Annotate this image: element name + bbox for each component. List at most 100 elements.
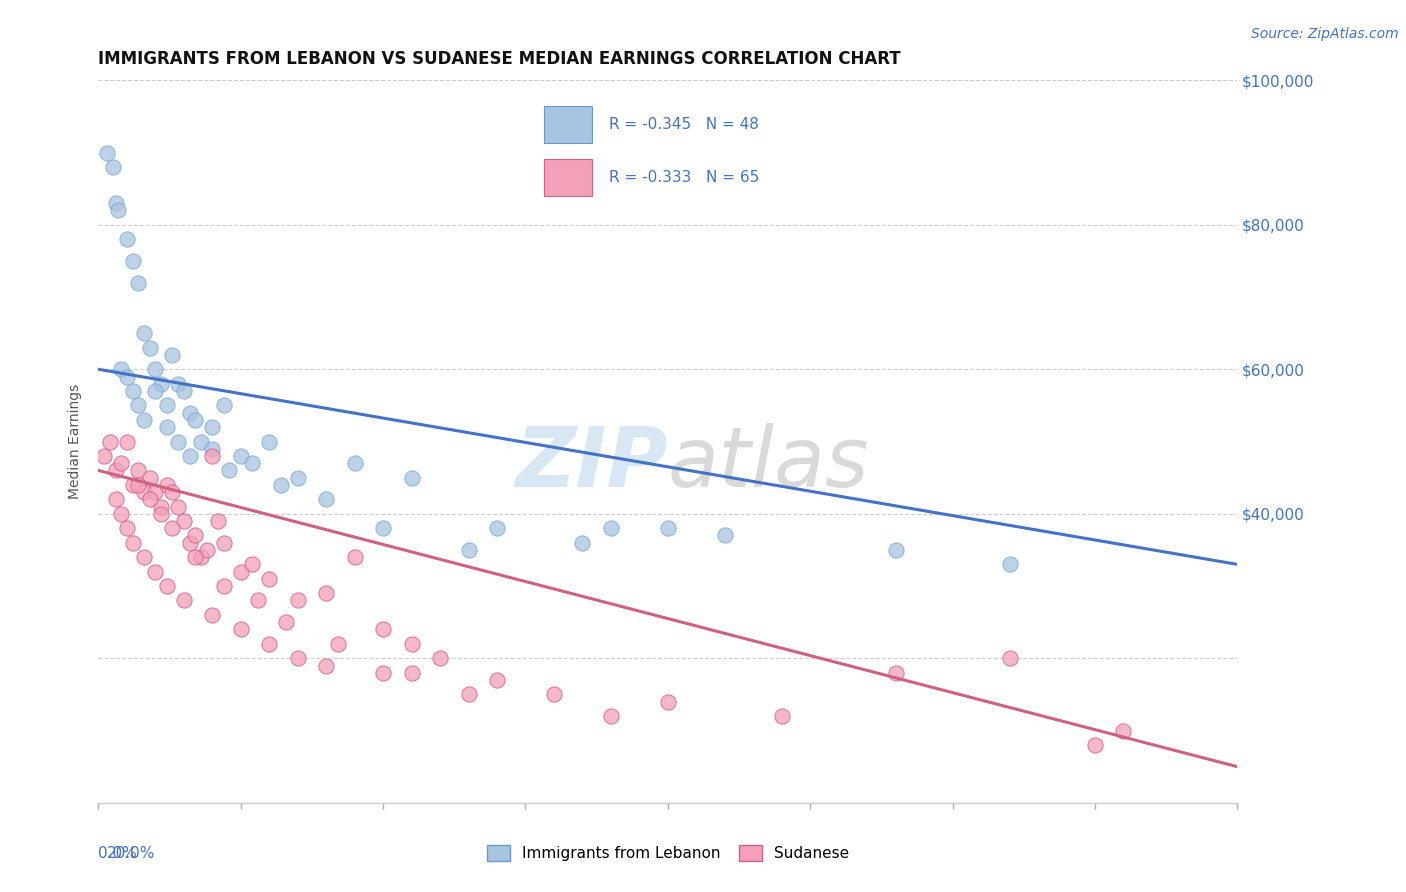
Point [96,145,118,160]
Point [110,507,132,521]
Point [218,463,240,477]
Point [162,521,184,535]
Point [145,384,167,398]
Point [110,362,132,376]
Point [240,456,263,470]
Point [401,470,423,484]
Point [115,369,138,384]
Point [179,449,201,463]
Point [127,276,149,290]
Point [315,658,337,673]
Point [132,550,155,565]
Point [371,521,394,535]
Point [156,478,179,492]
Point [179,406,201,420]
Text: Source: ZipAtlas.com: Source: ZipAtlas.com [1251,27,1399,41]
Point [132,413,155,427]
Point [121,253,143,268]
Point [287,593,309,607]
Point [371,623,394,637]
Point [184,413,207,427]
Point [190,550,212,565]
Point [115,232,138,246]
Point [98,434,121,449]
Point [543,687,565,701]
Point [104,463,127,477]
Point [229,623,252,637]
Point [315,586,337,600]
Point [212,398,235,412]
Point [600,521,623,535]
Text: ZIP: ZIP [515,423,668,504]
Point [121,535,143,549]
Point [401,665,423,680]
Point [276,615,298,630]
Point [287,470,309,484]
Point [884,542,907,557]
Point [259,434,281,449]
Point [150,507,173,521]
Point [104,492,127,507]
Point [998,651,1021,665]
Point [184,550,207,565]
Point [571,535,593,549]
Point [259,572,281,586]
Point [212,535,235,549]
Point [240,558,263,572]
Point [162,485,184,500]
Point [190,434,212,449]
Point [184,528,207,542]
Point [486,673,509,687]
Point [127,398,149,412]
Point [770,709,793,723]
Point [107,203,129,218]
Point [145,362,167,376]
Point [457,687,479,701]
Point [246,593,269,607]
Text: atlas: atlas [668,423,869,504]
Point [201,420,224,434]
Point [343,550,366,565]
Point [167,500,190,514]
Point [884,665,907,680]
Point [486,521,509,535]
Point [132,326,155,340]
Point [371,665,394,680]
Point [229,565,252,579]
Point [121,384,143,398]
Point [173,384,195,398]
Point [173,514,195,528]
Point [145,565,167,579]
Point [145,485,167,500]
Point [315,492,337,507]
Point [212,579,235,593]
Point [93,449,115,463]
Point [998,558,1021,572]
Point [179,535,201,549]
Point [201,449,224,463]
Point [150,376,173,391]
Point [121,478,143,492]
Point [101,160,124,174]
Point [195,542,218,557]
Point [714,528,737,542]
Point [156,579,179,593]
Point [1084,738,1107,752]
Point [457,542,479,557]
Point [1112,723,1135,738]
Point [429,651,451,665]
Text: IMMIGRANTS FROM LEBANON VS SUDANESE MEDIAN EARNINGS CORRELATION CHART: IMMIGRANTS FROM LEBANON VS SUDANESE MEDI… [98,50,901,68]
Point [270,478,292,492]
Point [127,478,149,492]
Point [115,434,138,449]
Point [657,521,679,535]
Point [343,456,366,470]
Y-axis label: Median Earnings: Median Earnings [69,384,83,500]
Point [600,709,623,723]
Point [259,637,281,651]
Point [167,376,190,391]
Point [156,420,179,434]
Text: 0.0%: 0.0% [98,847,138,861]
Point [207,514,229,528]
Point [104,196,127,211]
